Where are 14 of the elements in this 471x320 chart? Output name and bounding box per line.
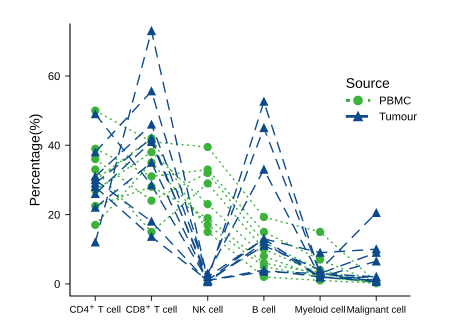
y-tick-label: 60 <box>48 72 60 80</box>
y-axis-title: Percentage(%) <box>29 114 42 206</box>
x-tick-label: Malignant cell <box>347 306 406 315</box>
legend-title: Source <box>346 78 390 88</box>
x-tick-label: CD4$^{+}$ T cell <box>70 304 120 313</box>
x-tick-label: B cell <box>252 306 276 313</box>
x-tick-label: CD8$^{+}$ T cell <box>126 304 177 313</box>
y-tick-label: 20 <box>48 210 60 219</box>
y-tick-label: 0 <box>54 280 60 288</box>
legend-label: PBMC <box>380 96 411 104</box>
x-tick-label: NK cell <box>193 306 222 313</box>
y-tick-label: 40 <box>48 142 60 150</box>
x-tick-label: Myeloid cell <box>295 306 345 315</box>
legend-label: Tumour <box>379 112 417 120</box>
